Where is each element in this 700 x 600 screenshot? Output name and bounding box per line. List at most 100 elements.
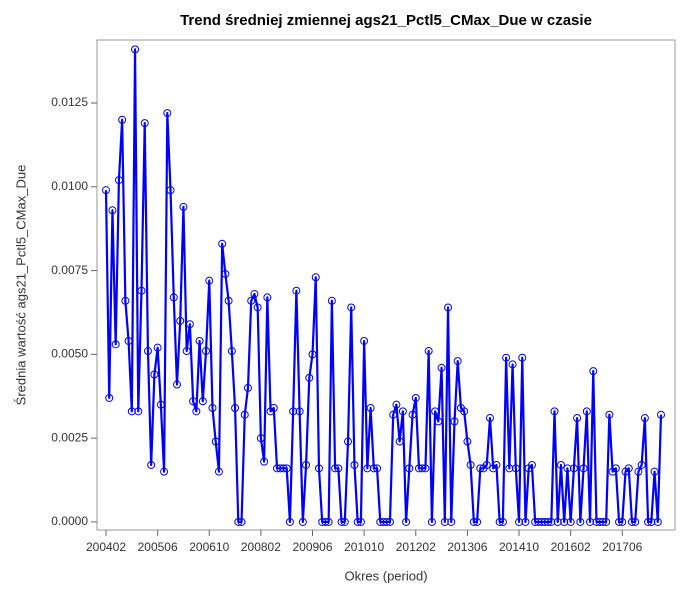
- data-point: [321, 517, 330, 526]
- data-point: [253, 303, 262, 312]
- data-point: [143, 347, 152, 356]
- data-point: [243, 383, 252, 392]
- data-point: [402, 517, 411, 526]
- data-point: [460, 407, 469, 416]
- data-point: [114, 176, 123, 185]
- data-point: [424, 347, 433, 356]
- data-point: [102, 186, 110, 195]
- data-point: [179, 202, 188, 211]
- data-point: [450, 417, 459, 426]
- data-point: [624, 464, 633, 473]
- data-point: [650, 467, 659, 476]
- data-point: [195, 336, 204, 345]
- data-point: [202, 347, 211, 356]
- data-point: [105, 393, 114, 402]
- data-point: [285, 517, 294, 526]
- data-point: [434, 417, 443, 426]
- data-point: [276, 464, 285, 473]
- data-point: [198, 397, 207, 406]
- data-point: [350, 460, 359, 469]
- x-tick-label: 201706: [602, 540, 642, 554]
- data-point: [340, 517, 349, 526]
- data-point: [150, 370, 159, 379]
- data-point: [269, 404, 278, 413]
- data-point: [421, 464, 430, 473]
- data-point: [169, 293, 178, 302]
- data-point: [576, 517, 585, 526]
- data-point: [521, 517, 530, 526]
- data-point: [260, 457, 269, 466]
- data-point: [108, 206, 117, 215]
- data-point: [444, 303, 453, 312]
- data-point: [156, 400, 165, 409]
- data-point: [395, 437, 404, 446]
- data-point: [353, 517, 362, 526]
- data-point: [224, 296, 233, 305]
- data-point: [547, 517, 556, 526]
- data-point: [647, 517, 656, 526]
- data-point: [231, 404, 240, 413]
- data-point: [298, 517, 307, 526]
- data-point: [560, 517, 569, 526]
- data-point: [447, 517, 456, 526]
- data-point: [153, 343, 162, 352]
- x-tick-label: 201306: [447, 540, 487, 554]
- data-point: [414, 464, 423, 473]
- data-point: [553, 517, 562, 526]
- data-point: [657, 410, 665, 419]
- y-tick-label: 0.0100: [51, 179, 88, 193]
- data-point: [182, 347, 191, 356]
- data-point: [134, 407, 143, 416]
- data-point: [318, 517, 327, 526]
- data-point: [327, 296, 336, 305]
- data-point: [611, 464, 620, 473]
- data-point: [289, 407, 298, 416]
- y-tick-label: 0.0025: [51, 430, 88, 444]
- data-point: [544, 517, 553, 526]
- data-point: [618, 517, 627, 526]
- data-point: [563, 464, 572, 473]
- data-point: [314, 464, 323, 473]
- data-point: [634, 467, 643, 476]
- data-point: [502, 353, 511, 362]
- data-point: [408, 410, 417, 419]
- data-point: [234, 517, 243, 526]
- data-point: [189, 397, 198, 406]
- data-point: [160, 467, 169, 476]
- data-point: [247, 296, 256, 305]
- data-point: [505, 464, 514, 473]
- x-tick-label: 200506: [138, 540, 178, 554]
- data-point: [598, 517, 607, 526]
- data-point: [498, 517, 507, 526]
- data-point: [192, 407, 201, 416]
- data-point: [473, 517, 482, 526]
- data-point: [279, 464, 288, 473]
- data-point: [637, 460, 646, 469]
- data-point: [111, 340, 120, 349]
- data-point: [382, 517, 391, 526]
- data-point: [431, 407, 440, 416]
- y-tick-label: 0.0125: [51, 95, 88, 109]
- data-point: [121, 296, 130, 305]
- data-point: [492, 460, 501, 469]
- data-point: [237, 517, 246, 526]
- data-point: [466, 460, 475, 469]
- data-point: [573, 414, 582, 423]
- data-point: [324, 517, 333, 526]
- data-point: [118, 115, 127, 124]
- data-point: [147, 460, 156, 469]
- data-point: [163, 109, 172, 118]
- x-tick-label: 200802: [241, 540, 281, 554]
- data-point: [208, 404, 217, 413]
- data-point: [295, 407, 304, 416]
- data-point: [240, 410, 249, 419]
- data-point: [469, 517, 478, 526]
- data-point: [586, 517, 595, 526]
- data-point: [137, 286, 146, 295]
- x-tick-label: 200610: [189, 540, 229, 554]
- data-point: [347, 303, 356, 312]
- data-point: [485, 414, 494, 423]
- data-point: [218, 239, 227, 248]
- data-point: [531, 517, 540, 526]
